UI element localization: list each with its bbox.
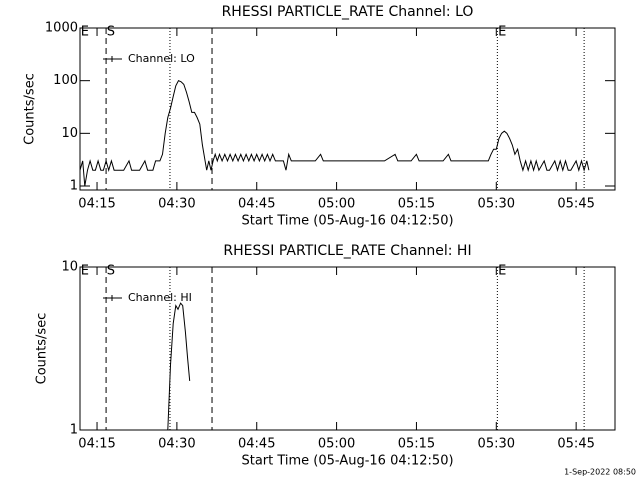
footer: 1-Sep-2022 08:50 [564, 468, 636, 477]
x-tick-label: 05:30 [478, 437, 515, 452]
y-tick-label: 1000 [45, 21, 78, 36]
x-tick-label: 05:45 [557, 437, 594, 452]
y-axis-label: Counts/sec [23, 73, 38, 145]
x-tick-label: 05:00 [318, 197, 355, 212]
y-tick-label: 100 [53, 73, 78, 88]
data-line [79, 80, 590, 187]
x-tick-label: 04:30 [158, 437, 195, 452]
chart-title: RHESSI PARTICLE_RATE Channel: LO [222, 4, 474, 20]
annotation: E [81, 25, 89, 40]
annotation: S [107, 25, 115, 40]
y-axis-label: Counts/sec [35, 313, 50, 385]
y-tick-label: 1 [70, 423, 78, 438]
annotation: E [81, 264, 89, 279]
x-tick-label: 05:45 [557, 197, 594, 212]
y-tick-label: 10 [61, 126, 78, 141]
plot-frame [79, 266, 616, 431]
x-tick-label: 05:00 [318, 437, 355, 452]
legend-label: Channel: HI [128, 291, 192, 304]
annotation: E [498, 264, 506, 279]
plot-frame [79, 27, 616, 191]
x-tick-label: 04:45 [238, 197, 275, 212]
x-axis-label: Start Time (05-Aug-16 04:12:50) [241, 214, 453, 229]
x-axis-label: Start Time (05-Aug-16 04:12:50) [241, 454, 453, 469]
chart-title: RHESSI PARTICLE_RATE Channel: HI [223, 243, 471, 259]
x-tick-label: 04:15 [78, 197, 115, 212]
annotation: S [107, 264, 115, 279]
x-tick-label: 04:45 [238, 437, 275, 452]
legend-label: Channel: LO [128, 52, 195, 65]
x-tick-label: 05:15 [398, 197, 435, 212]
x-tick-label: 04:30 [158, 197, 195, 212]
x-tick-label: 05:30 [478, 197, 515, 212]
x-tick-label: 04:15 [78, 437, 115, 452]
annotation: E [498, 25, 506, 40]
y-tick-label: 1 [70, 179, 78, 194]
x-tick-label: 05:15 [398, 437, 435, 452]
data-line [167, 302, 191, 431]
y-tick-label: 10 [61, 260, 78, 275]
